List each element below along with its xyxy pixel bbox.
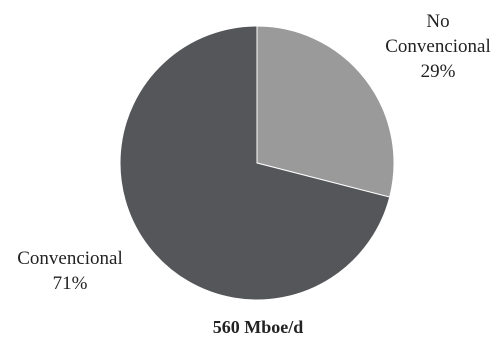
label-no-convencional-line2: Convencional [385, 36, 491, 57]
pie-slice-convencional [119, 25, 391, 301]
pie-slices [119, 25, 395, 301]
total-label: 560 Mboe/d [213, 317, 304, 337]
pie-slice-no-convencional [256, 25, 395, 198]
label-convencional-value: 71% [53, 273, 88, 294]
label-no-convencional-line1: No [426, 11, 449, 32]
label-no-convencional-value: 29% [421, 61, 456, 82]
label-convencional-name: Convencional [17, 248, 123, 269]
